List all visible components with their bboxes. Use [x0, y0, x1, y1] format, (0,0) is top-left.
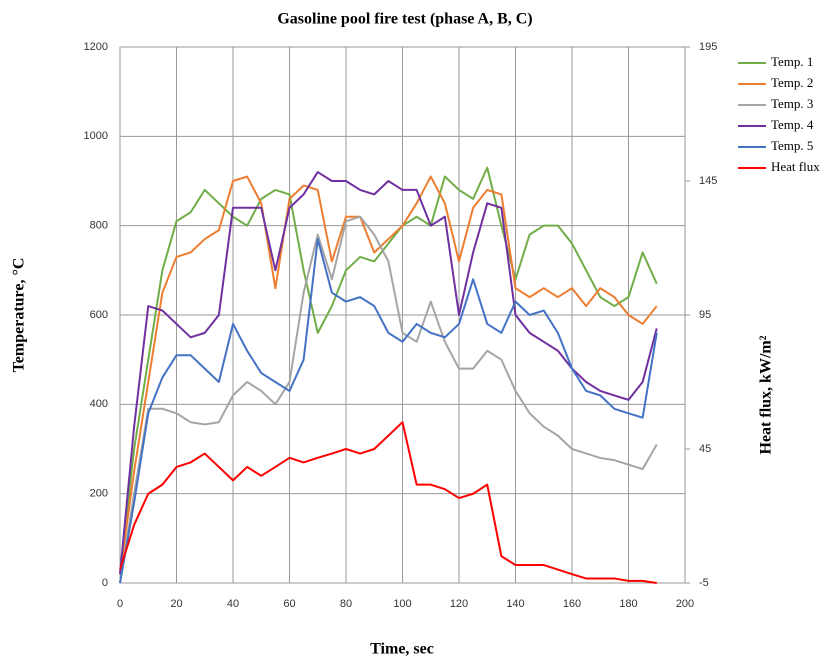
legend-label: Temp. 5: [771, 138, 813, 153]
series-line: [119, 175, 658, 575]
series-line: [119, 171, 658, 575]
y-tick-label: 1200: [84, 41, 108, 53]
y-axis-label: Temperature, °C: [11, 258, 28, 373]
x-tick-label: 120: [450, 598, 468, 610]
chart-title: Gasoline pool fire test (phase A, B, C): [277, 11, 532, 28]
x-tick-label: 80: [340, 598, 352, 610]
series-line: [119, 238, 658, 584]
y-tick-label: 400: [90, 398, 108, 410]
x-tick-label: 20: [170, 598, 182, 610]
legend-label: Temp. 4: [771, 117, 814, 132]
x-tick-label: 60: [283, 598, 295, 610]
x-tick-label: 180: [619, 598, 637, 610]
legend-label: Temp. 3: [771, 96, 813, 111]
y-tick-label: 0: [102, 577, 108, 589]
y2-axis-label: Heat flux, kW/m²: [758, 335, 775, 454]
x-tick-label: 200: [676, 598, 694, 610]
y-tick-label: 600: [90, 309, 108, 321]
x-tick-label: 40: [227, 598, 239, 610]
x-tick-label: 160: [563, 598, 581, 610]
x-axis-label: Time, sec: [370, 641, 434, 658]
y2-tick-label: 145: [699, 175, 717, 187]
legend-label: Temp. 2: [771, 75, 813, 90]
series-line: [119, 215, 658, 584]
x-tick-label: 140: [506, 598, 524, 610]
y-tick-label: 200: [90, 488, 108, 500]
y2-tick-label: -5: [699, 577, 709, 589]
y2-tick-label: 195: [699, 41, 717, 53]
legend-label: Temp. 1: [771, 54, 813, 69]
legend-label: Heat flux: [771, 159, 820, 174]
series-line: [119, 166, 658, 575]
y2-tick-label: 45: [699, 443, 711, 455]
y-tick-label: 1000: [84, 130, 108, 142]
x-tick-label: 100: [393, 598, 411, 610]
y2-tick-label: 95: [699, 309, 711, 321]
x-tick-label: 0: [117, 598, 123, 610]
y-tick-label: 800: [90, 220, 108, 232]
series-line: [119, 421, 657, 584]
